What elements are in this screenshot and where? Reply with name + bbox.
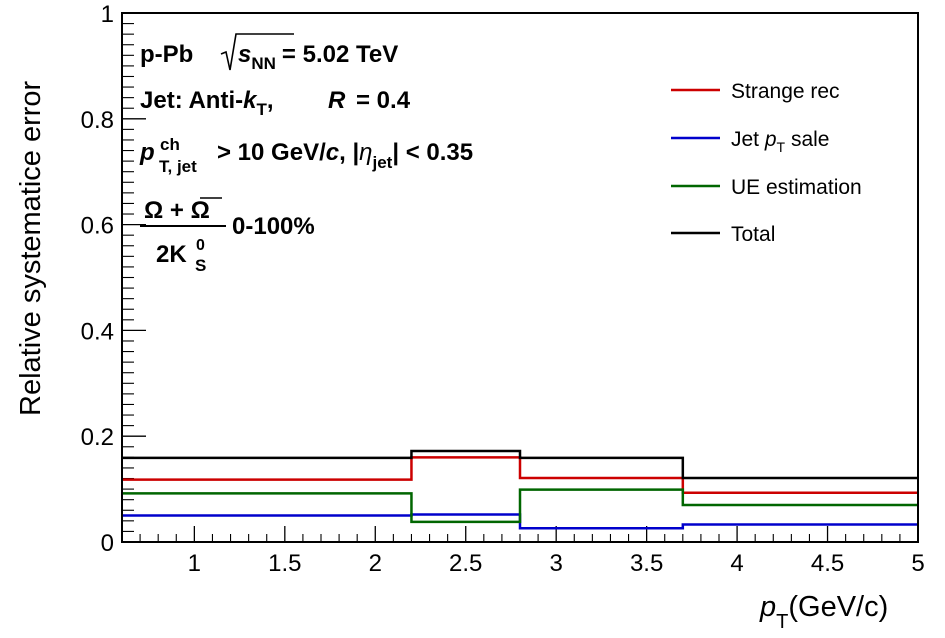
y-tick-label: 0.6 [81, 213, 114, 240]
y-tick-label: 0.8 [81, 107, 114, 134]
annotation-comma: , [267, 87, 274, 114]
annotation-block: p-Pb sNN = 5.02 TeV Jet: Anti-kT, R = 0.4… [139, 33, 473, 275]
x-axis-title-sub: T [776, 611, 788, 633]
annotation-eta: η [359, 139, 372, 166]
x-axis-title-main: p [759, 591, 776, 623]
annotation-jet: Jet: Anti- [140, 87, 243, 114]
ratio-den-main: 2K [156, 241, 187, 268]
x-tick-label: 2.5 [449, 550, 482, 577]
series-line-ue-estimation [122, 488, 918, 524]
annotation-system: p-Pb [140, 41, 193, 68]
ratio-den-sub: S [195, 256, 206, 275]
x-axis-title: pT(GeV/c) [759, 591, 888, 633]
x-tick-label: 4.5 [811, 550, 844, 577]
annotation-ch: ch [160, 135, 180, 154]
legend-jet-p: p [764, 128, 777, 151]
y-tick-label: 1 [101, 1, 114, 28]
x-tick-label: 3.5 [630, 550, 663, 577]
x-axis-title-unit: (GeV/c) [788, 591, 888, 623]
y-tick-label: 0 [101, 530, 114, 557]
legend-label-total: Total [731, 223, 775, 246]
x-tick-label: 1 [188, 550, 201, 577]
series-line-strange-rec [122, 456, 918, 495]
ratio-den-sup: 0 [196, 237, 205, 254]
series-line-total [122, 449, 918, 480]
annotation-kt: T [256, 100, 267, 119]
annotation-line-1: p-Pb sNN = 5.02 TeV [140, 41, 398, 73]
legend-label-jet-pt-sale: Jet pT sale [731, 128, 829, 155]
ratio-range: 0-100% [232, 213, 315, 240]
sqrt-sign [220, 33, 294, 71]
x-tick-label: 3 [550, 550, 563, 577]
annotation-k: k [243, 87, 258, 114]
annotation-tjet: T, jet [159, 157, 197, 176]
annotation-s: s [238, 41, 251, 68]
annotation-nn: NN [251, 54, 276, 73]
x-tick-labels: 1 1.5 2 2.5 3 3.5 4 4.5 5 [188, 550, 925, 577]
annotation-line-2: Jet: Anti-kT, R = 0.4 [140, 87, 411, 119]
plot-frame [121, 12, 919, 543]
x-tick-label: 5 [911, 550, 924, 577]
legend-jet-sub: T [777, 139, 786, 155]
x-tick-label: 1.5 [268, 550, 301, 577]
annotation-r: R [328, 87, 346, 114]
annotation-line-3: p ch T, jet > 10 GeV/c, |ηjet| < 0.35 [139, 129, 473, 178]
annotation-eta-jet: jet [372, 153, 393, 172]
y-tick-label: 0.2 [81, 424, 114, 451]
y-axis-title: Relative systematice error [15, 80, 47, 416]
series-layer [122, 449, 918, 530]
x-tick-label: 2 [369, 550, 382, 577]
y-tick-label: 0.4 [81, 318, 114, 345]
annotation-abs: , | [339, 139, 359, 166]
legend-jet-main: Jet [731, 128, 765, 151]
legend: Strange rec Jet pT sale UE estimation To… [671, 80, 862, 246]
legend-label-ue-estimation: UE estimation [731, 176, 862, 199]
x-tick-label: 4 [730, 550, 743, 577]
annotation-cut: > 10 GeV/ [217, 139, 326, 166]
annotation-r-value: = 0.4 [356, 87, 411, 114]
legend-jet-tail: sale [785, 128, 829, 151]
annotation-eta-cut: | < 0.35 [392, 139, 473, 166]
ratio-numerator: Ω + Ω [144, 197, 210, 224]
legend-label-strange-rec: Strange rec [731, 80, 840, 103]
annotation-c: c [326, 139, 339, 166]
ratio-denominator: 2K 0 S [156, 229, 212, 275]
y-tick-labels: 0 0.2 0.4 0.6 0.8 1 [81, 1, 114, 557]
annotation-energy: = 5.02 TeV [282, 41, 398, 68]
annotation-p: p [139, 139, 155, 166]
